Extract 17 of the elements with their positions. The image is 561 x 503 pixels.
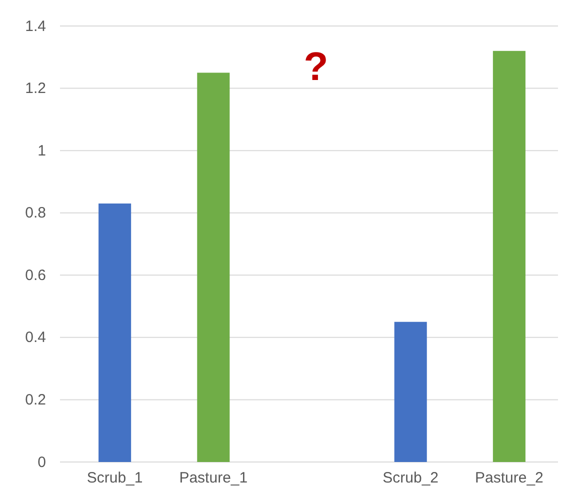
y-tick-label: 0.8: [25, 204, 46, 222]
y-tick-label: 1.2: [25, 80, 46, 98]
x-tick-label: Scrub_1: [86, 470, 143, 487]
annotation: ?: [304, 45, 328, 89]
x-tick-label: Pasture_2: [475, 470, 544, 487]
y-tick-label: 0.4: [25, 329, 46, 346]
y-tick-label: 1.4: [25, 18, 46, 35]
bar: [492, 50, 526, 462]
y-tick-label: 0.2: [25, 392, 46, 409]
bar: [98, 204, 132, 462]
y-tick-label: 0.6: [25, 266, 46, 284]
bar: [394, 322, 427, 462]
x-tick-label: Pasture_1: [179, 470, 248, 487]
y-tick-label: 0: [38, 454, 46, 471]
x-tick-label: Scrub_2: [382, 470, 439, 487]
y-tick-label: 1: [38, 142, 46, 160]
bar: [197, 72, 230, 462]
